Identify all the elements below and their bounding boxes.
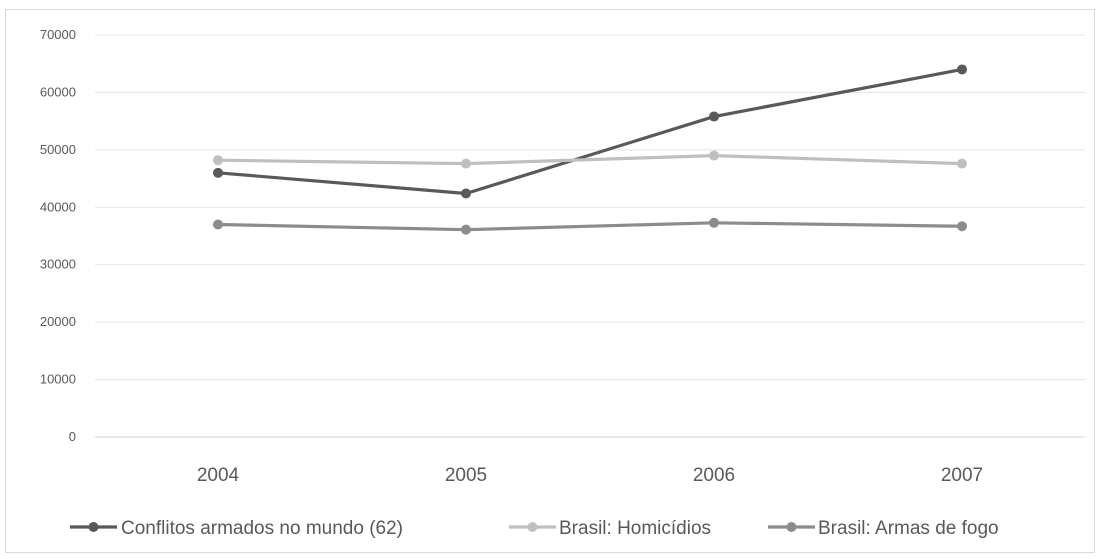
y-tick-label: 20000	[40, 314, 76, 329]
y-axis-ticks: 0 10000 20000 30000 40000 50000 60000 70000	[40, 27, 76, 444]
series-line	[216, 67, 964, 196]
data-point	[957, 64, 967, 75]
series-lines	[213, 64, 967, 235]
x-axis-ticks: 2004 2005 2006 2007	[197, 465, 983, 486]
legend-label: Brasil: Homicídios	[559, 518, 711, 539]
data-point	[213, 167, 223, 178]
y-tick-label: 0	[69, 429, 76, 444]
data-point	[461, 224, 471, 235]
data-point	[461, 158, 471, 169]
data-point	[709, 111, 719, 122]
x-tick-label: 2004	[197, 465, 240, 486]
y-tick-label: 50000	[40, 142, 76, 157]
y-tick-label: 30000	[40, 257, 76, 272]
gridlines	[95, 34, 1085, 438]
data-point	[461, 188, 471, 199]
y-tick-label: 60000	[40, 84, 76, 99]
chart-frame	[5, 9, 1095, 553]
data-point	[957, 158, 967, 169]
data-point	[213, 219, 223, 230]
legend-swatch-marker	[527, 522, 538, 532]
y-tick-label: 10000	[40, 372, 76, 387]
y-tick-label: 70000	[40, 27, 76, 42]
series-line	[216, 154, 964, 166]
data-point	[213, 155, 223, 166]
legend-label: Conflitos armados no mundo (62)	[121, 518, 403, 539]
y-tick-label: 40000	[40, 199, 76, 214]
legend: Conflitos armados no mundo (62) Brasil: H…	[70, 518, 999, 539]
series-line	[216, 221, 964, 232]
legend-swatch-marker	[88, 522, 99, 532]
x-tick-label: 2006	[693, 465, 735, 486]
data-point	[709, 217, 719, 228]
legend-swatch-marker	[786, 522, 797, 532]
data-point	[709, 150, 719, 161]
x-tick-label: 2007	[941, 465, 983, 486]
data-point	[957, 221, 967, 232]
x-tick-label: 2005	[445, 465, 487, 486]
legend-label: Brasil: Armas de fogo	[818, 518, 999, 539]
